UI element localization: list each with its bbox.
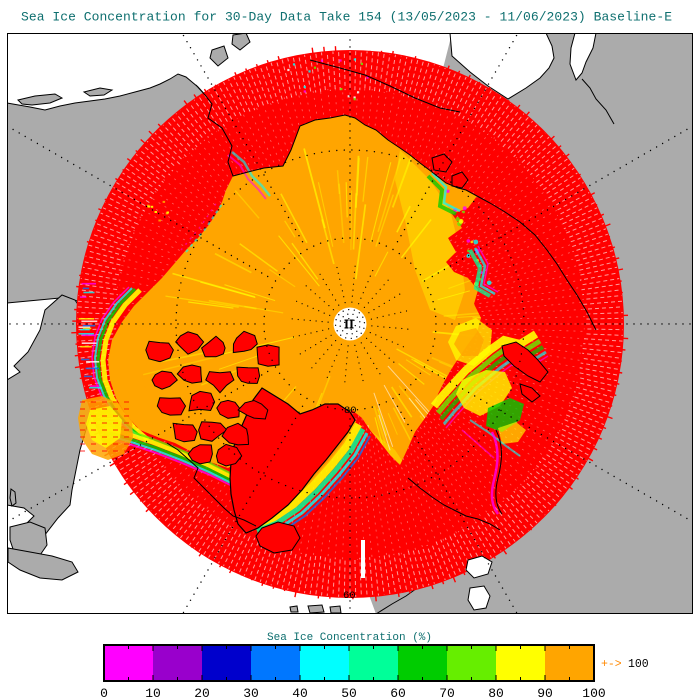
svg-text:20: 20: [194, 686, 210, 700]
svg-text:100: 100: [628, 658, 649, 671]
svg-text:60: 60: [390, 686, 406, 700]
svg-text:70: 70: [439, 686, 455, 700]
svg-text:40: 40: [292, 686, 308, 700]
svg-text:Sea Ice Concentration (%): Sea Ice Concentration (%): [267, 632, 432, 644]
svg-text:100: 100: [582, 686, 605, 700]
svg-text:30: 30: [243, 686, 259, 700]
svg-text:80: 80: [488, 686, 504, 700]
svg-text:50: 50: [341, 686, 357, 700]
svg-text:10: 10: [145, 686, 161, 700]
svg-text:Sea Ice Concentration for 30-D: Sea Ice Concentration for 30-Day Data Ta…: [21, 10, 672, 25]
svg-text:0: 0: [100, 686, 108, 700]
svg-text:+->: +->: [601, 658, 622, 671]
svg-text:90: 90: [537, 686, 553, 700]
svg-text:60: 60: [343, 590, 356, 602]
svg-text:80: 80: [344, 405, 357, 417]
